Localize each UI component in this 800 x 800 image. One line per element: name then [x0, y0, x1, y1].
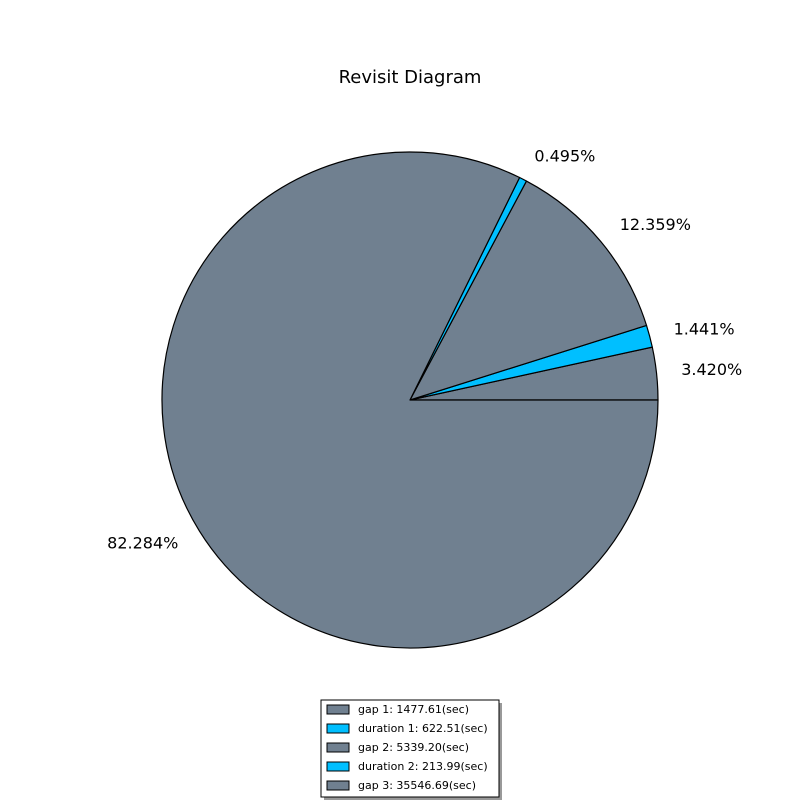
pie-slices [161, 151, 659, 649]
slice-percent-label: 3.420% [681, 360, 742, 379]
slice-percent-label: 0.495% [534, 147, 595, 166]
legend-label: gap 2: 5339.20(sec) [358, 741, 469, 754]
slice-percent-label: 1.441% [674, 319, 735, 338]
legend: gap 1: 1477.61(sec) duration 1: 622.51(se… [320, 699, 502, 800]
legend-swatch [326, 742, 350, 753]
pie-slice [409, 180, 648, 401]
pie-percent-labels: 3.420% 1.441% 12.359% 0.495% 82.284% [107, 147, 742, 553]
slice-percent-label: 82.284% [107, 534, 178, 553]
legend-label: gap 1: 1477.61(sec) [358, 703, 469, 716]
legend-swatch [326, 704, 350, 715]
legend-swatch [326, 723, 350, 734]
legend-swatch [326, 780, 350, 791]
slice-percent-label: 12.359% [620, 215, 691, 234]
legend-swatch [326, 761, 350, 772]
legend-label: duration 2: 213.99(sec) [358, 760, 488, 773]
legend-box [320, 699, 500, 798]
chart-title: Revisit Diagram [339, 67, 482, 88]
pie-slice [161, 151, 659, 649]
legend-label: gap 3: 35546.69(sec) [358, 779, 476, 792]
legend-label: duration 1: 622.51(sec) [358, 722, 488, 735]
